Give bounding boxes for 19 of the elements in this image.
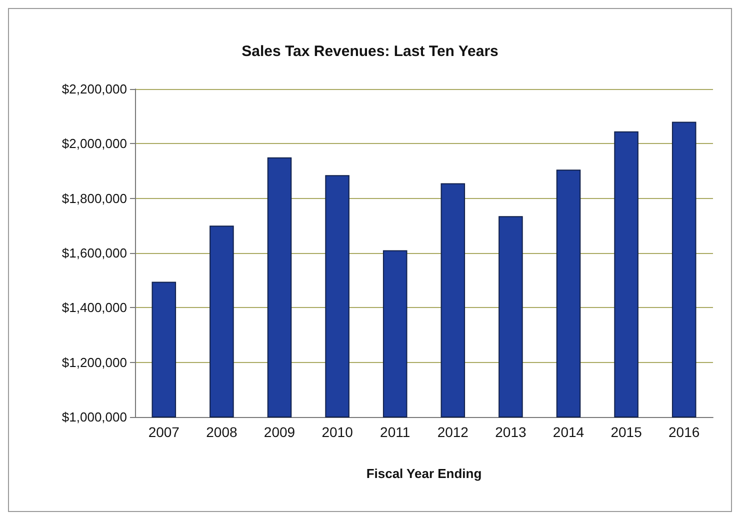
y-tick-label: $1,600,000 [62,246,127,260]
y-tick-label: $2,200,000 [62,82,127,96]
x-tick-label: 2014 [552,424,584,440]
x-axis-title: Fiscal Year Ending [366,466,482,481]
x-tick-label: 2007 [148,424,180,440]
x-tick-label: 2015 [610,424,642,440]
x-tick-label: 2011 [380,424,410,440]
x-tick-label: 2008 [206,424,238,440]
x-tick-label: 2010 [322,424,354,440]
x-tick-label: 2009 [264,424,296,440]
y-tick-label: $1,800,000 [62,190,127,206]
y-tick-label: $1,400,000 [62,300,127,316]
x-tick-label: 2013 [495,424,526,440]
y-tick-label: $2,000,000 [62,136,127,152]
x-tick-label: 2012 [437,424,469,440]
x-tick-label: 2016 [668,424,700,440]
y-tick-label: $1,200,000 [62,354,127,370]
chart-title: Sales Tax Revenues: Last Ten Years [242,43,498,60]
y-tick-label: $1,000,000 [62,410,127,424]
